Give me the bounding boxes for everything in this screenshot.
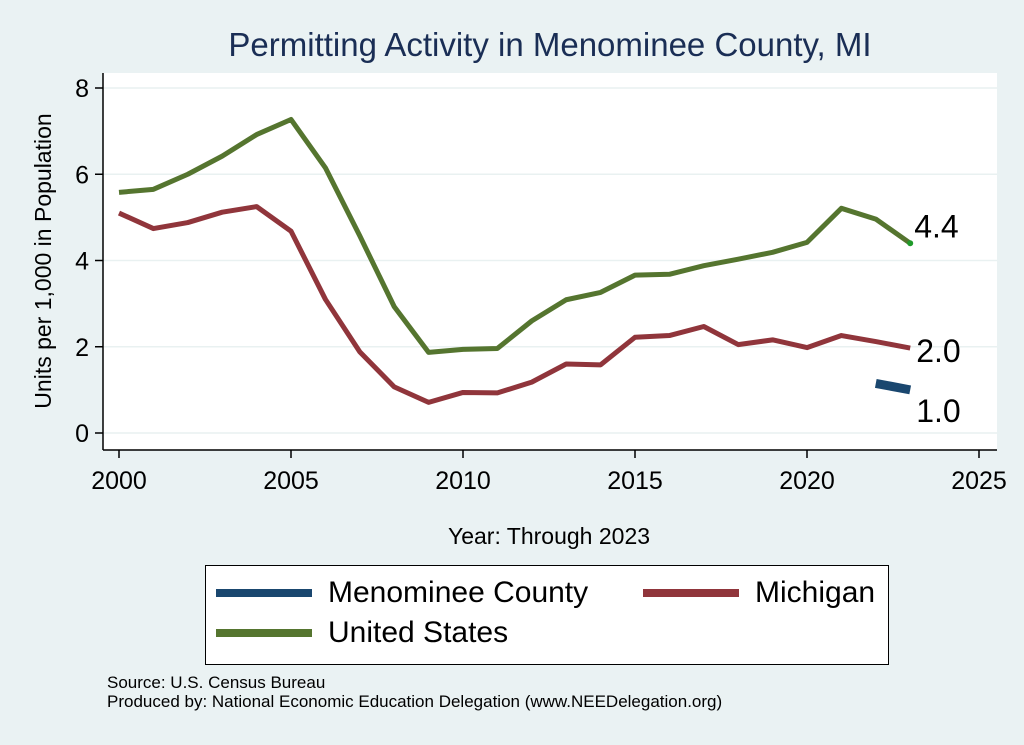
legend: Menominee County Michigan United States [205,565,889,665]
x-tick-label-2025: 2025 [951,467,1007,495]
chart-title: Permitting Activity in Menominee County,… [228,26,871,63]
x-tick-label-2010: 2010 [435,467,491,495]
end-label-united-states: 4.4 [914,208,958,244]
producer-note: Produced by: National Economic Education… [107,692,723,711]
gridlines [103,87,997,434]
y-axis-label: Units per 1,000 in Population [30,113,56,408]
legend-label-michigan: Michigan [755,576,876,609]
x-tick-label-2020: 2020 [779,467,835,495]
y-tick-label-0: 0 [75,420,89,448]
plot-area [103,73,997,450]
y-tick-label-2: 2 [75,334,89,362]
y-tick-label-6: 6 [75,161,89,189]
end-marker-united-states [907,240,914,247]
legend-item-menominee: Menominee County [216,576,588,610]
series-lines [117,116,914,405]
x-tick-label-2005: 2005 [263,467,319,495]
x-tick-label-2015: 2015 [607,467,663,495]
end-label-michigan: 2.0 [916,333,960,369]
source-note: Source: U.S. Census Bureau [107,673,326,692]
series-line-united-states [118,116,912,355]
legend-item-michigan: Michigan [643,576,875,610]
x-tick-label-2000: 2000 [91,467,147,495]
end-label-menominee-county: 1.0 [916,393,960,429]
legend-label-menominee: Menominee County [328,576,589,609]
y-tick-label-4: 4 [75,248,89,276]
legend-swatch-michigan [643,589,739,597]
series-line-michigan [117,204,911,405]
series-line-menominee-county [874,378,912,395]
axes: 0 2 4 6 8 2000 2005 2010 2015 2020 2025 [75,73,1007,495]
legend-swatch-menominee [216,589,312,597]
legend-label-united-states: United States [328,616,509,649]
end-labels: 1.0 2.0 4.4 [914,208,960,429]
x-axis-label: Year: Through 2023 [448,523,650,549]
y-tick-label-8: 8 [75,75,89,103]
legend-swatch-united-states [216,629,312,637]
legend-item-united-states: United States [216,616,508,650]
